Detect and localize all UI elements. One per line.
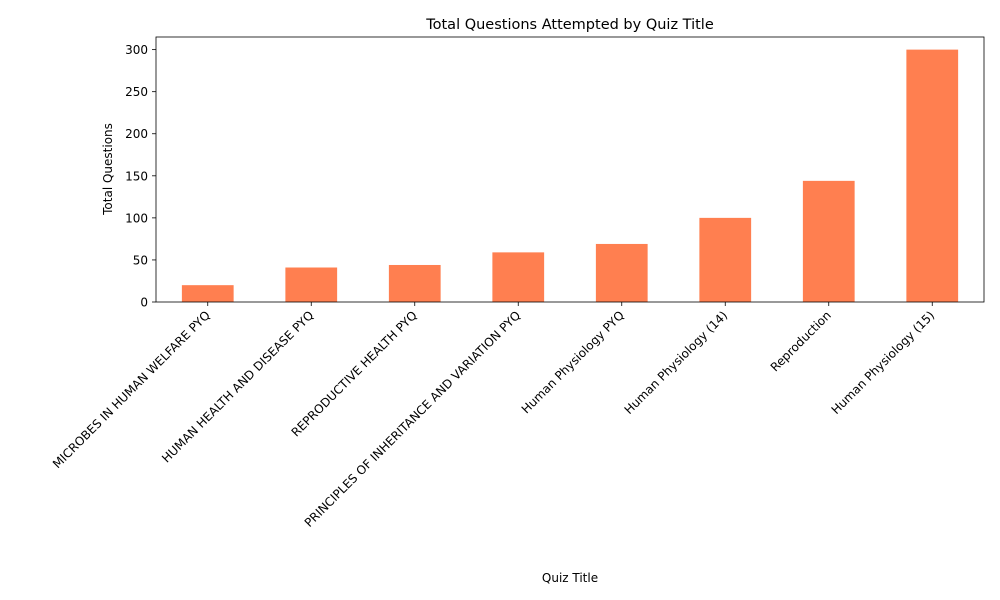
bar-1 xyxy=(285,267,338,302)
y-tick-label: 100 xyxy=(125,211,148,225)
axes-frame xyxy=(155,36,985,303)
y-tick-label: 300 xyxy=(125,43,148,57)
y-tick-label: 250 xyxy=(125,85,148,99)
y-tick-label: 150 xyxy=(125,169,148,183)
x-tick-label: PRINCIPLES OF INHERITANCE AND VARIATION … xyxy=(302,308,524,530)
x-axis-title: Quiz Title xyxy=(542,571,598,585)
y-axis-ticks: 0 50 100 150 200 250 300 xyxy=(125,43,156,310)
chart-title: Total Questions Attempted by Quiz Title xyxy=(425,17,714,33)
y-axis-title: Total Questions xyxy=(101,123,115,216)
bars-group xyxy=(181,49,959,303)
bar-6 xyxy=(802,180,855,302)
x-tick-label: Human Physiology (14) xyxy=(622,308,731,417)
bar-5 xyxy=(699,217,752,302)
bar-7 xyxy=(906,49,959,303)
y-tick-label: 200 xyxy=(125,127,148,141)
y-tick-label: 0 xyxy=(140,296,148,310)
y-tick-label: 50 xyxy=(133,253,148,267)
x-tick-label: Reproduction xyxy=(768,308,834,374)
x-tick-label: REPRODUCTIVE HEALTH PYQ xyxy=(289,308,420,439)
plot-frame xyxy=(155,36,985,303)
x-tick-label: Human Physiology (15) xyxy=(829,308,938,417)
bar-2 xyxy=(388,264,441,302)
bar-3 xyxy=(492,252,545,302)
x-tick-label: MICROBES IN HUMAN WELFARE PYQ xyxy=(50,308,213,471)
bar-4 xyxy=(595,243,648,302)
x-tick-label: Human Physiology PYQ xyxy=(519,308,627,416)
bar-0 xyxy=(181,285,234,302)
